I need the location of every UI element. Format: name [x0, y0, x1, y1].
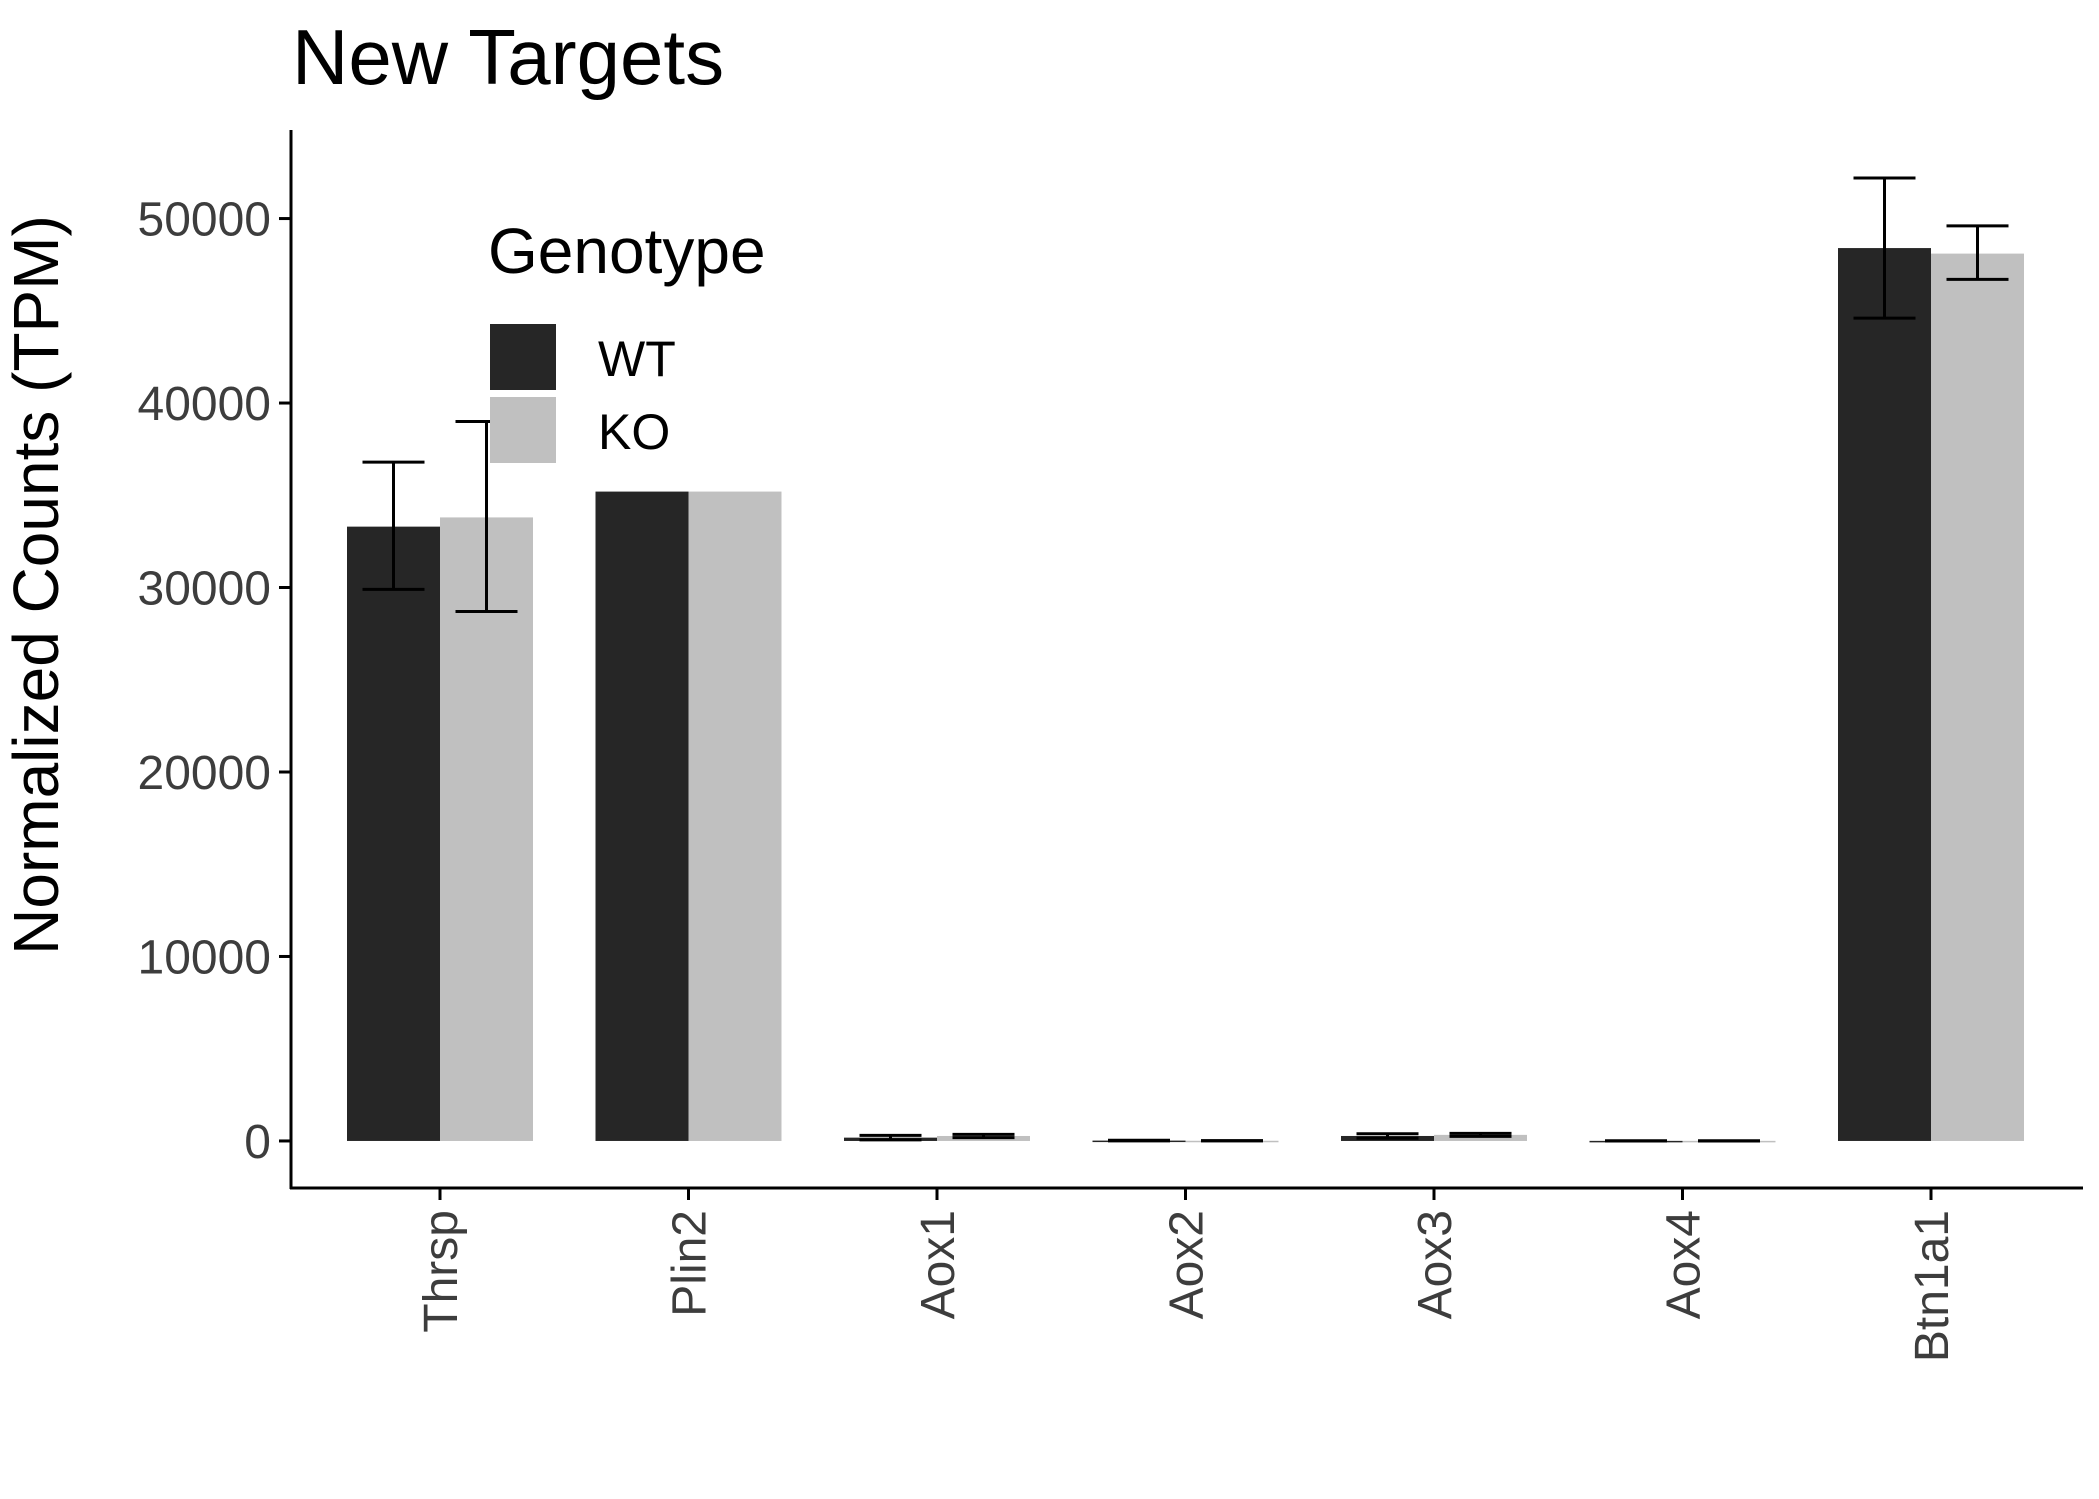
legend-key-wt [490, 324, 556, 390]
bar-wt-plin2 [595, 491, 689, 1141]
legend-label-wt: WT [598, 331, 676, 387]
chart-title: New Targets [292, 13, 724, 101]
bar-ko-plin2 [688, 491, 782, 1141]
errorbars-layer [362, 176, 2009, 1143]
errorbar-wt-btn1a1 [1853, 176, 1916, 320]
x-tick-label-btn1a1: Btn1a1 [1906, 1210, 1959, 1362]
legend: Genotype WT KO [488, 215, 766, 463]
y-tick-label-40000: 40000 [138, 378, 271, 431]
x-tick-label-plin2: Plin2 [664, 1210, 717, 1317]
bar-ko-btn1a1 [1931, 253, 2024, 1141]
errorbar-ko-btn1a1 [1946, 224, 2009, 281]
x-tick-label-aox4: Aox4 [1658, 1210, 1711, 1319]
y-tick-label-10000: 10000 [138, 931, 271, 984]
errorbar-ko-aox3 [1449, 1131, 1512, 1138]
errorbar-wt-thrsp [362, 460, 425, 591]
bar-ko-thrsp [440, 517, 533, 1141]
x-tick-label-thrsp: Thrsp [415, 1210, 468, 1333]
legend-label-ko: KO [598, 404, 670, 460]
x-tick-label-aox1: Aox1 [912, 1210, 965, 1319]
errorbar-ko-aox1 [952, 1132, 1015, 1140]
errorbar-wt-aox3 [1356, 1132, 1419, 1140]
y-tick-label-50000: 50000 [138, 194, 271, 247]
x-tick-label-aox2: Aox2 [1161, 1210, 1214, 1319]
y-axis-label: Normalized Counts (TPM) [0, 215, 72, 955]
bar-ko-aox3 [1434, 1134, 1527, 1141]
x-ticks: Thrsp Plin2 Aox1 Aox2 Aox3 Aox4 Btn1a1 [415, 1188, 1959, 1362]
bar-wt-btn1a1 [1838, 248, 1931, 1141]
y-tick-label-0: 0 [244, 1116, 271, 1169]
bar-wt-thrsp [347, 526, 440, 1141]
errorbar-wt-aox1 [859, 1133, 922, 1142]
y-ticks: 0 10000 20000 30000 40000 50000 [138, 194, 291, 1169]
legend-key-ko [490, 397, 556, 463]
errorbar-wt-aox2 [1108, 1138, 1170, 1143]
y-tick-label-20000: 20000 [138, 747, 271, 800]
x-tick-label-aox3: Aox3 [1409, 1210, 1462, 1319]
legend-title: Genotype [488, 215, 766, 287]
y-tick-label-30000: 30000 [138, 563, 271, 616]
